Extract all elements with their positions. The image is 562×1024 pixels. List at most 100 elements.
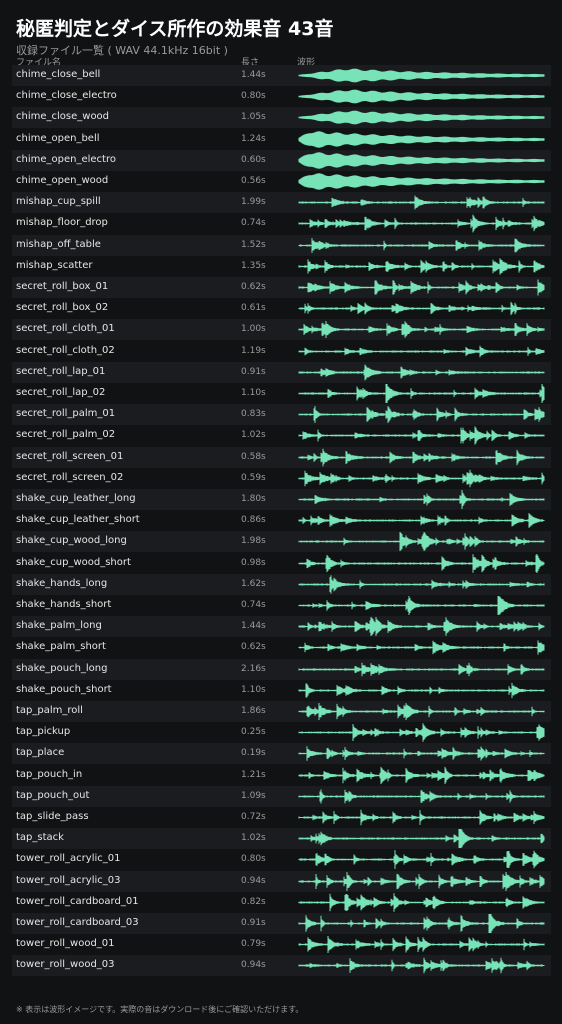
waveform bbox=[298, 469, 545, 488]
file-name: shake_hands_short bbox=[16, 599, 112, 610]
file-name: tower_roll_acrylic_01 bbox=[16, 853, 121, 865]
file-name: tap_pouch_out bbox=[16, 789, 90, 801]
file-length: 1.35s bbox=[241, 260, 266, 271]
waveform-shape bbox=[298, 850, 545, 870]
waveform bbox=[298, 237, 545, 253]
file-row: secret_roll_box_02 0.61s bbox=[12, 298, 551, 319]
file-row: mishap_cup_spill 1.99s bbox=[12, 192, 551, 214]
waveform bbox=[298, 809, 545, 826]
file-name: secret_roll_palm_01 bbox=[16, 408, 116, 420]
file-length: 0.25s bbox=[241, 727, 266, 738]
file-row: tap_stack 1.02s bbox=[12, 828, 551, 850]
waveform-shape bbox=[298, 448, 545, 466]
waveform bbox=[298, 173, 545, 190]
waveform bbox=[298, 703, 545, 720]
file-row: shake_cup_leather_long 1.80s bbox=[12, 489, 551, 510]
waveform bbox=[298, 321, 545, 339]
waveform-shape bbox=[298, 173, 545, 190]
file-row: tap_slide_pass 0.72s bbox=[12, 807, 551, 828]
file-length: 0.74s bbox=[241, 600, 266, 610]
file-row: shake_pouch_short 1.10s bbox=[12, 680, 551, 701]
file-row: shake_cup_wood_long 1.98s bbox=[12, 531, 551, 553]
file-name: tower_roll_wood_01 bbox=[16, 938, 115, 950]
waveform bbox=[298, 723, 545, 742]
file-row: secret_roll_palm_01 0.83s bbox=[12, 404, 551, 426]
waveform-shape bbox=[298, 662, 545, 676]
file-name: shake_hands_long bbox=[16, 577, 108, 589]
file-row: tower_roll_acrylic_01 0.80s bbox=[12, 849, 551, 870]
file-row: tap_pouch_out 1.09s bbox=[12, 785, 551, 807]
file-name: secret_roll_screen_01 bbox=[16, 450, 124, 462]
waveform bbox=[298, 513, 545, 529]
file-length: 1.44s bbox=[241, 70, 266, 80]
column-header: ファイル名 bbox=[16, 58, 62, 68]
waveform-shape bbox=[298, 130, 545, 148]
file-length: 0.80s bbox=[241, 854, 266, 865]
file-row: chime_open_electro 0.60s bbox=[12, 149, 551, 171]
file-row: secret_roll_palm_02 1.02s bbox=[12, 425, 551, 446]
waveform-shape bbox=[298, 958, 545, 974]
waveform-shape bbox=[298, 914, 545, 933]
file-name: tap_pouch_in bbox=[16, 768, 83, 780]
waveform bbox=[298, 384, 545, 403]
waveform-shape bbox=[298, 490, 545, 509]
file-row: tower_roll_cardboard_03 0.91s bbox=[12, 913, 551, 934]
file-row: shake_palm_short 0.62s bbox=[12, 637, 551, 658]
file-length: 0.61s bbox=[241, 303, 266, 314]
file-row: tap_pouch_in 1.21s bbox=[12, 765, 551, 786]
file-length: 2.16s bbox=[241, 663, 266, 674]
waveform bbox=[298, 279, 545, 296]
waveform bbox=[298, 766, 545, 784]
file-row: tower_roll_wood_03 0.94s bbox=[12, 955, 551, 977]
file-name: shake_cup_wood_long bbox=[16, 535, 127, 547]
file-row: secret_roll_screen_01 0.58s bbox=[12, 446, 551, 468]
file-name: secret_roll_lap_02 bbox=[16, 387, 106, 398]
waveform-shape bbox=[298, 345, 545, 357]
waveform bbox=[298, 575, 545, 594]
file-row: secret_roll_screen_02 0.59s bbox=[12, 468, 551, 489]
file-length: 1.09s bbox=[241, 790, 266, 801]
file-length: 0.62s bbox=[241, 642, 266, 653]
file-length: 0.86s bbox=[241, 515, 266, 526]
file-name: tap_stack bbox=[16, 832, 64, 844]
file-name: chime_close_wood bbox=[16, 111, 110, 123]
waveform bbox=[298, 152, 545, 169]
waveform-shape bbox=[298, 936, 545, 954]
file-length: 0.83s bbox=[241, 409, 266, 420]
waveform bbox=[298, 829, 545, 849]
file-name: shake_cup_leather_short bbox=[16, 514, 140, 526]
waveform-shape bbox=[298, 110, 545, 125]
file-name: shake_cup_leather_long bbox=[16, 493, 136, 504]
file-length: 1.21s bbox=[241, 769, 266, 780]
waveform bbox=[298, 406, 545, 424]
file-name: tap_palm_roll bbox=[16, 705, 83, 716]
waveform-shape bbox=[298, 513, 545, 529]
file-row: shake_palm_long 1.44s bbox=[12, 616, 551, 638]
file-name: tower_roll_cardboard_01 bbox=[16, 895, 139, 907]
file-row: shake_pouch_long 2.16s bbox=[12, 658, 551, 680]
file-row: secret_roll_box_01 0.62s bbox=[12, 277, 551, 298]
file-row: chime_close_electro 0.80s bbox=[12, 86, 551, 107]
waveform-shape bbox=[298, 682, 545, 698]
waveform bbox=[298, 448, 545, 466]
file-length: 1.24s bbox=[241, 133, 266, 144]
file-row: chime_close_wood 1.05s bbox=[12, 107, 551, 129]
file-length: 0.72s bbox=[241, 812, 266, 822]
file-name: tap_place bbox=[16, 747, 65, 759]
file-name: shake_cup_wood_short bbox=[16, 556, 131, 568]
file-name: shake_pouch_short bbox=[16, 683, 112, 695]
file-length: 0.79s bbox=[241, 939, 266, 950]
column-header: 長さ bbox=[241, 58, 260, 68]
waveform-shape bbox=[298, 258, 545, 275]
file-name: chime_close_bell bbox=[16, 69, 101, 80]
file-length: 1.99s bbox=[241, 197, 266, 208]
file-row: mishap_scatter 1.35s bbox=[12, 256, 551, 277]
footer-note: ※ 表示は波形イメージです。実際の音はダウンロード後にご確認いただけます。 bbox=[16, 1005, 304, 1014]
file-name: tower_roll_wood_03 bbox=[16, 959, 115, 971]
waveform-shape bbox=[298, 406, 545, 424]
waveform-shape bbox=[298, 789, 545, 804]
waveform-shape bbox=[298, 214, 545, 233]
file-length: 0.91s bbox=[241, 366, 266, 377]
waveform-shape bbox=[298, 809, 545, 826]
